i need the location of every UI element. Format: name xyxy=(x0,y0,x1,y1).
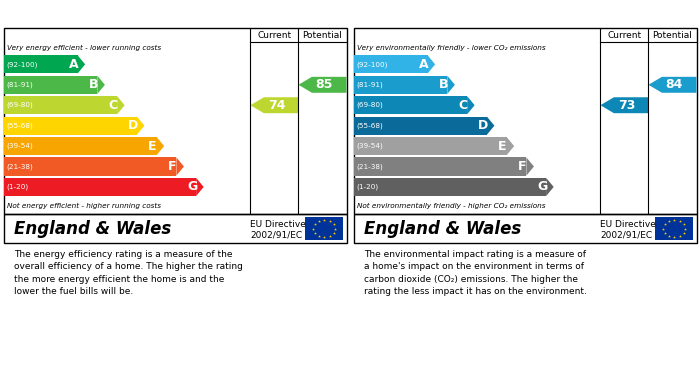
Polygon shape xyxy=(251,97,298,113)
Text: 73: 73 xyxy=(617,99,635,112)
Text: Very environmentally friendly - lower CO₂ emissions: Very environmentally friendly - lower CO… xyxy=(357,45,545,51)
Bar xyxy=(4,158,176,176)
Text: 2002/91/EC: 2002/91/EC xyxy=(601,230,652,240)
Bar xyxy=(354,117,487,135)
Text: B: B xyxy=(88,78,98,91)
Bar xyxy=(305,217,343,240)
Bar xyxy=(4,96,117,114)
Text: Current: Current xyxy=(258,30,291,39)
Polygon shape xyxy=(546,178,554,196)
Text: (21-38): (21-38) xyxy=(6,163,33,170)
Text: (92-100): (92-100) xyxy=(6,61,37,68)
Bar xyxy=(4,117,137,135)
Text: G: G xyxy=(537,181,547,194)
Text: (81-91): (81-91) xyxy=(356,82,383,88)
Polygon shape xyxy=(137,117,144,135)
Text: The energy efficiency rating is a measure of the
overall efficiency of a home. T: The energy efficiency rating is a measur… xyxy=(14,250,243,296)
Text: England & Wales: England & Wales xyxy=(364,219,521,238)
Text: (39-54): (39-54) xyxy=(356,143,383,149)
Text: C: C xyxy=(108,99,118,112)
Text: D: D xyxy=(127,119,138,132)
Text: (1-20): (1-20) xyxy=(6,184,28,190)
Polygon shape xyxy=(117,96,125,114)
Polygon shape xyxy=(648,77,696,93)
Bar xyxy=(354,76,447,94)
Polygon shape xyxy=(97,76,105,94)
Text: A: A xyxy=(419,58,428,71)
Text: D: D xyxy=(477,119,488,132)
Text: Very energy efficient - lower running costs: Very energy efficient - lower running co… xyxy=(7,45,161,51)
Text: A: A xyxy=(69,58,78,71)
Polygon shape xyxy=(176,158,184,176)
Text: F: F xyxy=(168,160,176,173)
Bar xyxy=(354,178,546,196)
Bar xyxy=(354,55,428,74)
Text: (81-91): (81-91) xyxy=(6,82,33,88)
Text: Environmental Impact (CO₂) Rating: Environmental Impact (CO₂) Rating xyxy=(364,7,626,21)
Text: (92-100): (92-100) xyxy=(356,61,387,68)
Text: 2002/91/EC: 2002/91/EC xyxy=(251,230,302,240)
Text: (55-68): (55-68) xyxy=(356,122,383,129)
Text: Potential: Potential xyxy=(652,30,692,39)
Text: F: F xyxy=(518,160,526,173)
Text: 74: 74 xyxy=(267,99,285,112)
Text: C: C xyxy=(458,99,468,112)
Polygon shape xyxy=(298,77,346,93)
Text: (1-20): (1-20) xyxy=(356,184,378,190)
Polygon shape xyxy=(507,137,514,155)
Text: G: G xyxy=(187,181,197,194)
Text: (69-80): (69-80) xyxy=(356,102,383,108)
Bar xyxy=(4,76,97,94)
Text: EU Directive: EU Directive xyxy=(601,220,657,229)
Polygon shape xyxy=(447,76,455,94)
Text: (39-54): (39-54) xyxy=(6,143,33,149)
Polygon shape xyxy=(601,97,648,113)
Text: Current: Current xyxy=(608,30,641,39)
Text: B: B xyxy=(438,78,448,91)
Text: 84: 84 xyxy=(666,78,683,91)
Polygon shape xyxy=(78,55,85,74)
Bar xyxy=(354,158,526,176)
Bar xyxy=(4,55,78,74)
Polygon shape xyxy=(157,137,164,155)
Polygon shape xyxy=(487,117,494,135)
Polygon shape xyxy=(526,158,534,176)
Text: (55-68): (55-68) xyxy=(6,122,33,129)
Text: (21-38): (21-38) xyxy=(356,163,383,170)
Text: (69-80): (69-80) xyxy=(6,102,33,108)
Polygon shape xyxy=(428,55,435,74)
Text: Energy Efficiency Rating: Energy Efficiency Rating xyxy=(14,7,197,21)
Text: Not environmentally friendly - higher CO₂ emissions: Not environmentally friendly - higher CO… xyxy=(357,203,545,208)
Bar xyxy=(4,137,157,155)
Bar xyxy=(354,137,507,155)
Text: Not energy efficient - higher running costs: Not energy efficient - higher running co… xyxy=(7,203,161,208)
Text: The environmental impact rating is a measure of
a home's impact on the environme: The environmental impact rating is a mea… xyxy=(364,250,587,296)
Text: 85: 85 xyxy=(316,78,333,91)
Text: E: E xyxy=(498,140,507,152)
Polygon shape xyxy=(196,178,204,196)
Text: E: E xyxy=(148,140,157,152)
Text: EU Directive: EU Directive xyxy=(251,220,307,229)
Bar xyxy=(655,217,693,240)
Bar xyxy=(4,178,196,196)
Polygon shape xyxy=(467,96,475,114)
Bar xyxy=(354,96,467,114)
Text: England & Wales: England & Wales xyxy=(14,219,171,238)
Text: Potential: Potential xyxy=(302,30,342,39)
